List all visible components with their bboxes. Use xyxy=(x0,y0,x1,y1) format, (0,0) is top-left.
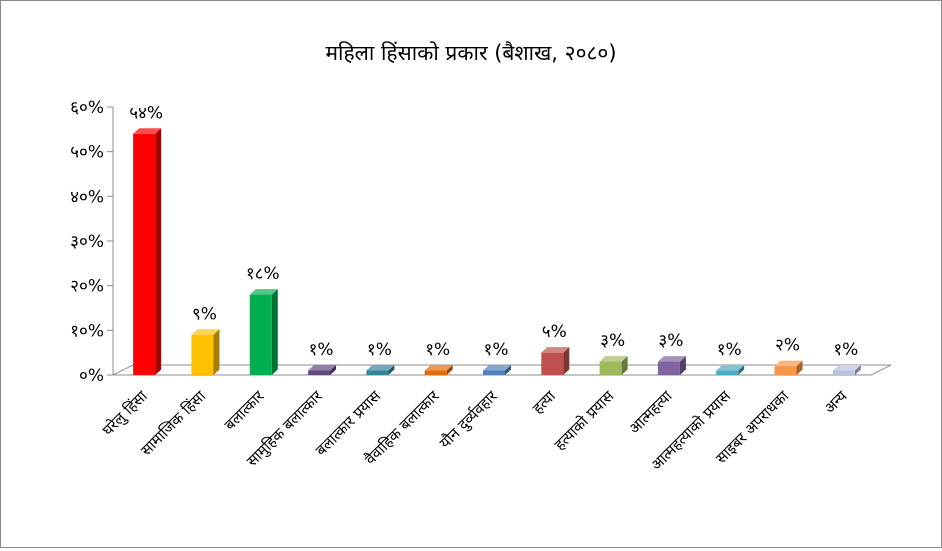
y-tick-label: ३०% xyxy=(70,232,104,252)
bar-top-face xyxy=(832,365,861,371)
data-label: १८% xyxy=(246,264,280,284)
bar-front-face xyxy=(716,370,739,375)
data-labels: ५४% ९% १८% १% १% १% १% ५% ३% ३% १% २% १% xyxy=(129,103,858,360)
category-label: घरेलु हिंसा xyxy=(99,386,153,440)
bar xyxy=(249,289,278,375)
category-label: आत्महत्या xyxy=(625,386,676,437)
bar-side-face xyxy=(621,356,628,375)
bar-front-face xyxy=(133,133,156,375)
bar-top-face xyxy=(599,356,628,362)
bar-top-face xyxy=(774,360,803,367)
bar-front-face xyxy=(366,370,389,375)
bar xyxy=(424,365,453,375)
y-tick-label: २०% xyxy=(70,277,104,297)
data-label: ३% xyxy=(658,331,683,351)
data-label: १% xyxy=(367,340,392,360)
bar xyxy=(366,365,395,375)
bar-top-face xyxy=(191,329,220,335)
category-label: यौन दुर्व्यवहार xyxy=(436,386,502,452)
bar-front-face xyxy=(657,361,680,375)
bar-side-face xyxy=(738,365,745,375)
bar xyxy=(774,360,803,375)
bar-top-face xyxy=(366,365,395,371)
category-label: बलात्कार xyxy=(221,386,268,433)
bar-front-face xyxy=(599,361,622,375)
bar-side-face xyxy=(446,365,453,375)
bar xyxy=(716,365,745,375)
bar-top-face xyxy=(424,365,453,371)
data-label: १% xyxy=(484,340,509,360)
bar-side-face xyxy=(271,289,278,375)
bar-side-face xyxy=(330,365,337,375)
bar-side-face xyxy=(213,329,220,375)
y-tick-label: ६०% xyxy=(70,98,104,118)
y-tick-label: १०% xyxy=(70,321,104,341)
data-label: ९% xyxy=(192,304,217,324)
data-label: ५% xyxy=(542,322,567,342)
bar-top-face xyxy=(308,365,337,371)
bar xyxy=(599,356,628,375)
data-label: २% xyxy=(775,336,800,356)
y-tick-label: ०% xyxy=(79,366,104,386)
axes xyxy=(107,106,892,376)
data-label: १% xyxy=(833,340,858,360)
bar-top-face xyxy=(657,356,686,362)
bar xyxy=(832,365,861,375)
bar-front-face xyxy=(832,370,855,375)
y-tick-label: ४०% xyxy=(70,187,104,207)
y-tick-label: ५०% xyxy=(70,143,104,163)
bar-front-face xyxy=(191,334,214,375)
bar-side-face xyxy=(679,356,686,375)
data-label: १% xyxy=(425,340,450,360)
bar xyxy=(541,347,570,375)
bar-side-face xyxy=(155,128,162,375)
bar-front-face xyxy=(774,366,797,375)
bar-side-face xyxy=(563,347,570,375)
bar xyxy=(191,329,220,375)
bar-front-face xyxy=(308,370,331,375)
bar-top-face xyxy=(249,289,278,295)
data-label: १% xyxy=(717,340,742,360)
y-tick-labels: ०% १०% २०% ३०% ४०% ५०% ६०% xyxy=(70,98,104,386)
bar-front-face xyxy=(483,370,505,375)
bar xyxy=(308,365,337,375)
bar-side-face xyxy=(854,365,861,375)
bar-top-face xyxy=(541,347,570,353)
data-label: ३% xyxy=(600,331,625,351)
bar xyxy=(657,356,686,375)
bar xyxy=(483,365,511,375)
bars xyxy=(133,128,861,375)
chart-title: महिला हिंसाको प्रकार (बैशाख, २०८०) xyxy=(325,41,616,65)
data-label: ५४% xyxy=(129,103,163,123)
category-labels: घरेलु हिंसासामाजिक हिंसा बलात्कारसामुहिक … xyxy=(99,386,851,474)
bar-front-face xyxy=(541,352,564,375)
bar-side-face xyxy=(796,360,803,375)
bar-front-face xyxy=(249,294,272,375)
category-label: हत्याको प्रयास xyxy=(551,386,618,453)
bar-front-face xyxy=(424,370,447,375)
bar-top-face xyxy=(133,128,162,134)
bar-top-face xyxy=(716,365,745,371)
bar xyxy=(133,128,162,375)
category-label: अन्य xyxy=(821,387,851,417)
data-label: १% xyxy=(309,340,334,360)
bar-top-face xyxy=(483,365,511,371)
bar-side-face xyxy=(388,365,395,375)
category-label: हत्या xyxy=(529,386,560,417)
bar-side-face xyxy=(505,365,511,375)
